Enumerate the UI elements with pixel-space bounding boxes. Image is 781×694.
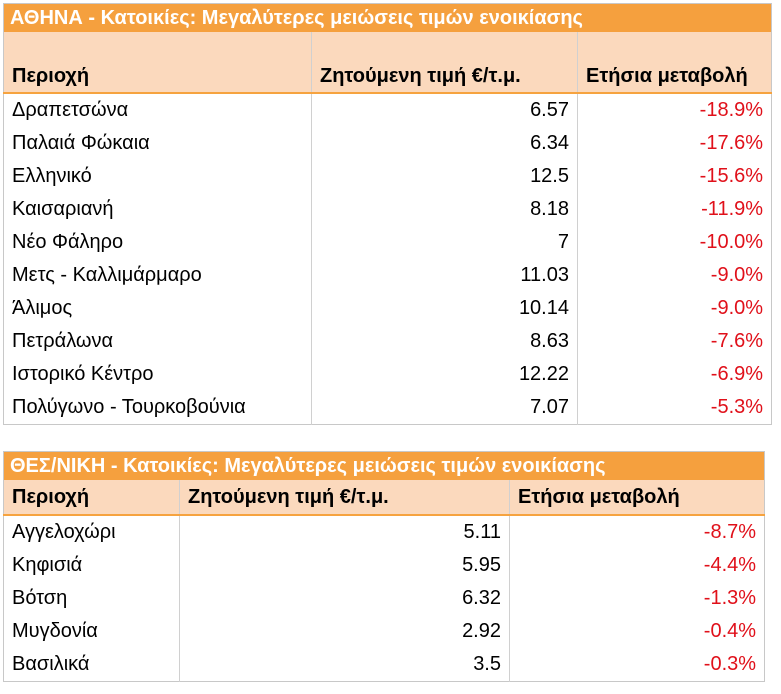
price-cell: 10.14 bbox=[311, 292, 578, 325]
table-row: Μυγδονία 2.92 -0.4% bbox=[4, 615, 765, 648]
table-row: Δραπετσώνα 6.57 -18.9% bbox=[4, 93, 772, 127]
price-cell: 3.5 bbox=[179, 648, 510, 682]
area-cell: Παλαιά Φώκαια bbox=[12, 132, 150, 154]
table-row: Ελληνικό 12.5 -15.6% bbox=[4, 160, 772, 193]
change-cell: -0.3% bbox=[508, 648, 765, 682]
athens-title-row: ΑΘΗΝΑ - Κατοικίες: Μεγαλύτερες μειώσεις … bbox=[3, 3, 772, 32]
table-row: Μετς - Καλλιμάρμαρο 11.03 -9.0% bbox=[4, 259, 772, 292]
change-cell: -9.0% bbox=[576, 259, 772, 292]
area-cell: Άλιμος bbox=[12, 297, 73, 319]
area-cell: Πολύγωνο - Τουρκοβούνια bbox=[12, 396, 246, 418]
table-row: Άλιμος 10.14 -9.0% bbox=[4, 292, 772, 325]
area-cell: Νέο Φάληρο bbox=[12, 231, 124, 253]
area-cell: Καισαριανή bbox=[12, 198, 114, 220]
athens-table: ΑΘΗΝΑ - Κατοικίες: Μεγαλύτερες μειώσεις … bbox=[3, 3, 773, 425]
change-cell: -18.9% bbox=[576, 93, 772, 127]
table-row: Πολύγωνο - Τουρκοβούνια 7.07 -5.3% bbox=[4, 391, 772, 425]
price-cell: 6.34 bbox=[311, 127, 578, 160]
area-cell: Βότση bbox=[12, 587, 68, 609]
area-cell: Ιστορικό Κέντρο bbox=[12, 363, 154, 385]
thessaloniki-table-title: ΘΕΣ/ΝΙΚΗ - Κατοικίες: Μεγαλύτερες μειώσε… bbox=[3, 451, 765, 480]
change-cell: -6.9% bbox=[576, 358, 772, 391]
header-area: Περιοχή bbox=[3, 32, 312, 94]
area-cell: Κηφισιά bbox=[12, 554, 83, 576]
table-row: Καισαριανή 8.18 -11.9% bbox=[4, 193, 772, 226]
price-cell: 6.57 bbox=[311, 93, 578, 127]
athens-table-title: ΑΘΗΝΑ - Κατοικίες: Μεγαλύτερες μειώσεις … bbox=[3, 3, 772, 32]
change-cell: -5.3% bbox=[576, 391, 772, 425]
area-cell: Ελληνικό bbox=[12, 165, 92, 187]
area-cell: Μυγδονία bbox=[12, 620, 98, 642]
change-cell: -1.3% bbox=[508, 582, 765, 615]
table-row: Αγγελοχώρι 5.11 -8.7% bbox=[4, 515, 765, 549]
change-cell: -8.7% bbox=[508, 515, 765, 549]
thessaloniki-title-row: ΘΕΣ/ΝΙΚΗ - Κατοικίες: Μεγαλύτερες μειώσε… bbox=[3, 451, 765, 480]
table-row: Νέο Φάληρο 7 -10.0% bbox=[4, 226, 772, 259]
price-cell: 5.11 bbox=[179, 515, 510, 549]
area-cell: Αγγελοχώρι bbox=[12, 521, 116, 543]
athens-header-row: Περιοχή Ζητούμενη τιμή €/τ.μ. Ετήσια μετ… bbox=[3, 32, 772, 94]
header-change: Ετήσια μεταβολή bbox=[508, 480, 765, 516]
price-cell: 12.5 bbox=[311, 160, 578, 193]
change-cell: -7.6% bbox=[576, 325, 772, 358]
area-cell: Δραπετσώνα bbox=[12, 99, 129, 121]
price-cell: 2.92 bbox=[179, 615, 510, 648]
thessaloniki-table-body: Αγγελοχώρι 5.11 -8.7% Κηφισιά 5.95 -4.4% Βότση… bbox=[4, 515, 765, 682]
thessaloniki-table: ΘΕΣ/ΝΙΚΗ - Κατοικίες: Μεγαλύτερες μειώσε… bbox=[3, 451, 766, 682]
header-change: Ετήσια μεταβολή bbox=[576, 32, 772, 94]
change-cell: -0.4% bbox=[508, 615, 765, 648]
price-cell: 7.07 bbox=[311, 391, 578, 425]
table-row: Παλαιά Φώκαια 6.34 -17.6% bbox=[4, 127, 772, 160]
change-cell: -10.0% bbox=[576, 226, 772, 259]
price-cell: 12.22 bbox=[311, 358, 578, 391]
area-cell: Πετράλωνα bbox=[12, 330, 114, 352]
change-cell: -4.4% bbox=[508, 549, 765, 582]
athens-table-body: Δραπετσώνα 6.57 -18.9% Παλαιά Φώκαια 6.34 -17… bbox=[4, 93, 772, 425]
area-cell: Μετς - Καλλιμάρμαρο bbox=[12, 264, 202, 286]
area-cell: Βασιλικά bbox=[12, 653, 90, 675]
price-cell: 6.32 bbox=[179, 582, 510, 615]
header-price: Ζητούμενη τιμή €/τ.μ. bbox=[311, 32, 578, 94]
thessaloniki-header-row: Περιοχή Ζητούμενη τιμή €/τ.μ. Ετήσια μετ… bbox=[3, 480, 765, 516]
price-cell: 5.95 bbox=[179, 549, 510, 582]
change-cell: -17.6% bbox=[576, 127, 772, 160]
change-cell: -11.9% bbox=[576, 193, 772, 226]
table-row: Βασιλικά 3.5 -0.3% bbox=[4, 648, 765, 682]
price-cell: 8.18 bbox=[311, 193, 578, 226]
change-cell: -9.0% bbox=[576, 292, 772, 325]
price-cell: 8.63 bbox=[311, 325, 578, 358]
price-cell: 7 bbox=[311, 226, 578, 259]
price-cell: 11.03 bbox=[311, 259, 578, 292]
table-row: Κηφισιά 5.95 -4.4% bbox=[4, 549, 765, 582]
table-row: Πετράλωνα 8.63 -7.6% bbox=[4, 325, 772, 358]
table-row: Βότση 6.32 -1.3% bbox=[4, 582, 765, 615]
header-price: Ζητούμενη τιμή €/τ.μ. bbox=[179, 480, 510, 516]
table-row: Ιστορικό Κέντρο 12.22 -6.9% bbox=[4, 358, 772, 391]
header-area: Περιοχή bbox=[3, 480, 180, 516]
change-cell: -15.6% bbox=[576, 160, 772, 193]
